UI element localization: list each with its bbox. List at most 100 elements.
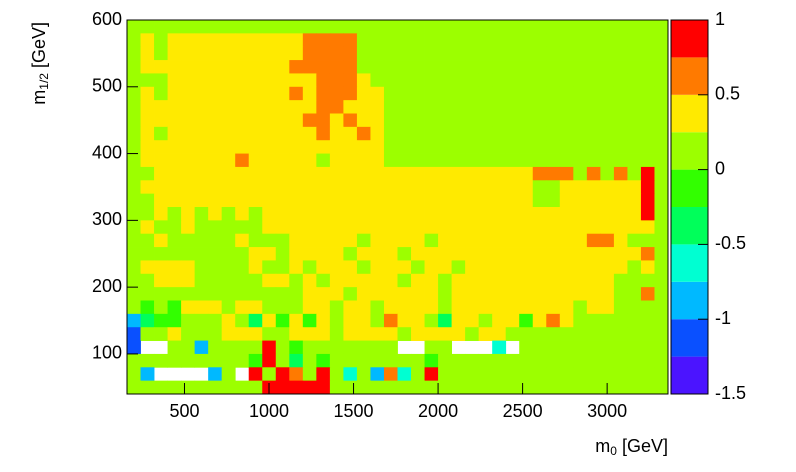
heatmap-cell (208, 140, 223, 154)
heatmap-cell (235, 73, 250, 88)
heatmap-cell (546, 193, 561, 208)
heatmap-cell (275, 126, 290, 141)
heatmap-cell (546, 60, 561, 74)
heatmap-cell (532, 86, 547, 101)
heatmap-cell (478, 260, 493, 275)
heatmap-cell (532, 273, 547, 288)
heatmap-cell (248, 86, 263, 101)
heatmap-cell (586, 126, 601, 141)
heatmap-cell (329, 113, 344, 128)
heatmap-cell (127, 313, 141, 328)
heatmap-cell (600, 273, 615, 288)
heatmap-cell (438, 166, 452, 181)
heatmap-cell (478, 100, 493, 114)
heatmap-cell (140, 193, 155, 208)
heatmap-cell (411, 367, 425, 382)
heatmap-cell (248, 220, 263, 235)
heatmap-cell (613, 353, 628, 368)
heatmap-cell (167, 327, 182, 341)
heatmap-cell (356, 300, 371, 315)
heatmap-cell (505, 46, 520, 61)
heatmap-cell (613, 113, 628, 128)
heatmap-cell (194, 273, 209, 288)
heatmap-cell (154, 153, 168, 168)
heatmap-cell (343, 233, 358, 248)
heatmap-cell (478, 126, 493, 141)
heatmap-cell (383, 33, 398, 48)
heatmap-cell (235, 247, 250, 261)
heatmap-cell (302, 340, 317, 355)
heatmap-cell (127, 153, 141, 168)
heatmap-cell (289, 180, 304, 195)
heatmap-cell (627, 100, 642, 114)
heatmap-cell (600, 340, 615, 355)
heatmap-cell (356, 367, 371, 382)
heatmap-cell (451, 353, 466, 368)
heatmap-cell (654, 247, 669, 261)
heatmap-cell (519, 220, 534, 235)
heatmap-cell (370, 73, 385, 88)
heatmap-cell (559, 60, 574, 74)
heatmap-cell (181, 166, 196, 181)
heatmap-cell (221, 126, 236, 141)
title-subscript: 1/2 (37, 73, 51, 90)
heatmap-cell (181, 140, 196, 154)
heatmap-cell (289, 233, 304, 248)
heatmap-cell (654, 287, 669, 301)
heatmap-cell (613, 273, 628, 288)
heatmap-cell (586, 247, 601, 261)
heatmap-cell (600, 113, 615, 128)
heatmap-cell (167, 46, 182, 61)
heatmap-cell (221, 220, 236, 235)
heatmap-cell (383, 126, 398, 141)
heatmap-cell (181, 313, 196, 328)
heatmap-cell (302, 260, 317, 275)
heatmap-cell (248, 73, 263, 88)
heatmap-cell (181, 327, 196, 341)
heatmap-cell (451, 220, 466, 235)
heatmap-cell (600, 327, 615, 341)
heatmap-cell (559, 113, 574, 128)
heatmap-cell (519, 113, 534, 128)
heatmap-cell (329, 20, 344, 34)
heatmap-cell (329, 380, 344, 395)
heatmap-cell (208, 353, 223, 368)
heatmap-cell (505, 247, 520, 261)
heatmap-cell (546, 86, 561, 101)
heatmap-cell (546, 140, 561, 154)
heatmap-cell (411, 313, 425, 328)
heatmap-cell (356, 60, 371, 74)
heatmap-cell (248, 60, 263, 74)
heatmap-cell (329, 340, 344, 355)
heatmap-cell (613, 300, 628, 315)
heatmap-cell (654, 207, 669, 221)
heatmap-cell (154, 180, 168, 195)
heatmap-cell (424, 113, 439, 128)
heatmap-cell (451, 380, 466, 395)
heatmap-cell (329, 367, 344, 382)
heatmap-cell (289, 300, 304, 315)
heatmap-cell (640, 247, 655, 261)
heatmap-cell (573, 273, 588, 288)
heatmap-cell (383, 260, 398, 275)
heatmap-cell (275, 300, 290, 315)
heatmap-cell (343, 220, 358, 235)
heatmap-cell (573, 300, 588, 315)
heatmap-cell (356, 380, 371, 395)
heatmap-cell (248, 327, 263, 341)
heatmap-cell (194, 207, 209, 221)
heatmap-cell (383, 313, 398, 328)
heatmap-cell (519, 353, 534, 368)
heatmap-cell (181, 380, 196, 395)
heatmap-cell (181, 220, 196, 235)
heatmap-cell (208, 287, 223, 301)
heatmap-cell (181, 260, 196, 275)
colorbar-band (671, 281, 708, 320)
heatmap-cell (627, 260, 642, 275)
heatmap-cell (451, 126, 466, 141)
heatmap-cell (559, 20, 574, 34)
heatmap-cell (465, 287, 480, 301)
heatmap-cell (221, 166, 236, 181)
heatmap-cell (289, 46, 304, 61)
heatmap-cell (573, 247, 588, 261)
